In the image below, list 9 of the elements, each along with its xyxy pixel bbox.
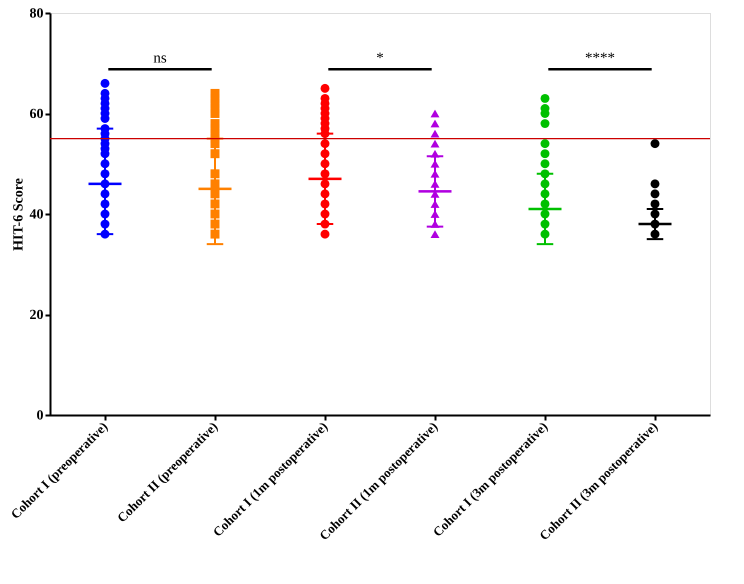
y-tick-label: 20 bbox=[30, 308, 44, 323]
y-tick-label: 80 bbox=[30, 6, 44, 22]
annotation: **** bbox=[585, 50, 615, 66]
y-tick-label: 40 bbox=[30, 208, 44, 222]
y-tick-label: 60 bbox=[30, 107, 44, 122]
y-axis-title: HIT-6 Score bbox=[12, 178, 26, 251]
annotation: ns bbox=[153, 50, 167, 66]
annotation: * bbox=[376, 50, 384, 66]
y-tick-label: 0 bbox=[36, 408, 44, 424]
